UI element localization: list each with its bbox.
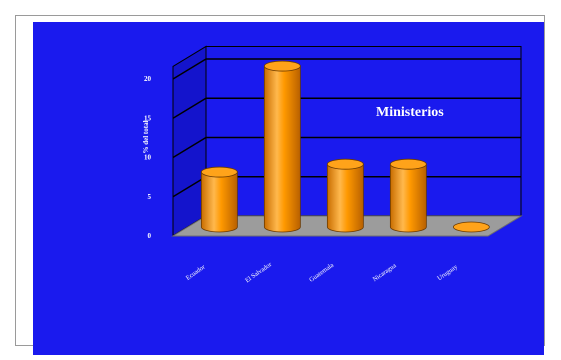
y-tick-label: 5: [148, 193, 152, 201]
bar: [263, 65, 301, 233]
y-axis-label: % del total: [142, 120, 150, 153]
bar-top: [263, 60, 301, 72]
bar: [389, 163, 427, 233]
bar-top: [200, 166, 238, 178]
gridline: [172, 97, 521, 119]
bar: [200, 171, 238, 233]
bar-top: [326, 158, 364, 170]
bar: [326, 163, 364, 233]
chart-title: Ministerios: [376, 105, 444, 120]
y-tick-label: 20: [144, 75, 152, 83]
bar-top: [389, 158, 427, 170]
gridline: [172, 58, 521, 80]
y-tick-label: 10: [144, 154, 152, 162]
bar-top: [452, 221, 490, 233]
y-tick-label: 0: [148, 232, 152, 240]
gridline: [172, 136, 521, 159]
y-tick-label: 15: [144, 114, 152, 122]
